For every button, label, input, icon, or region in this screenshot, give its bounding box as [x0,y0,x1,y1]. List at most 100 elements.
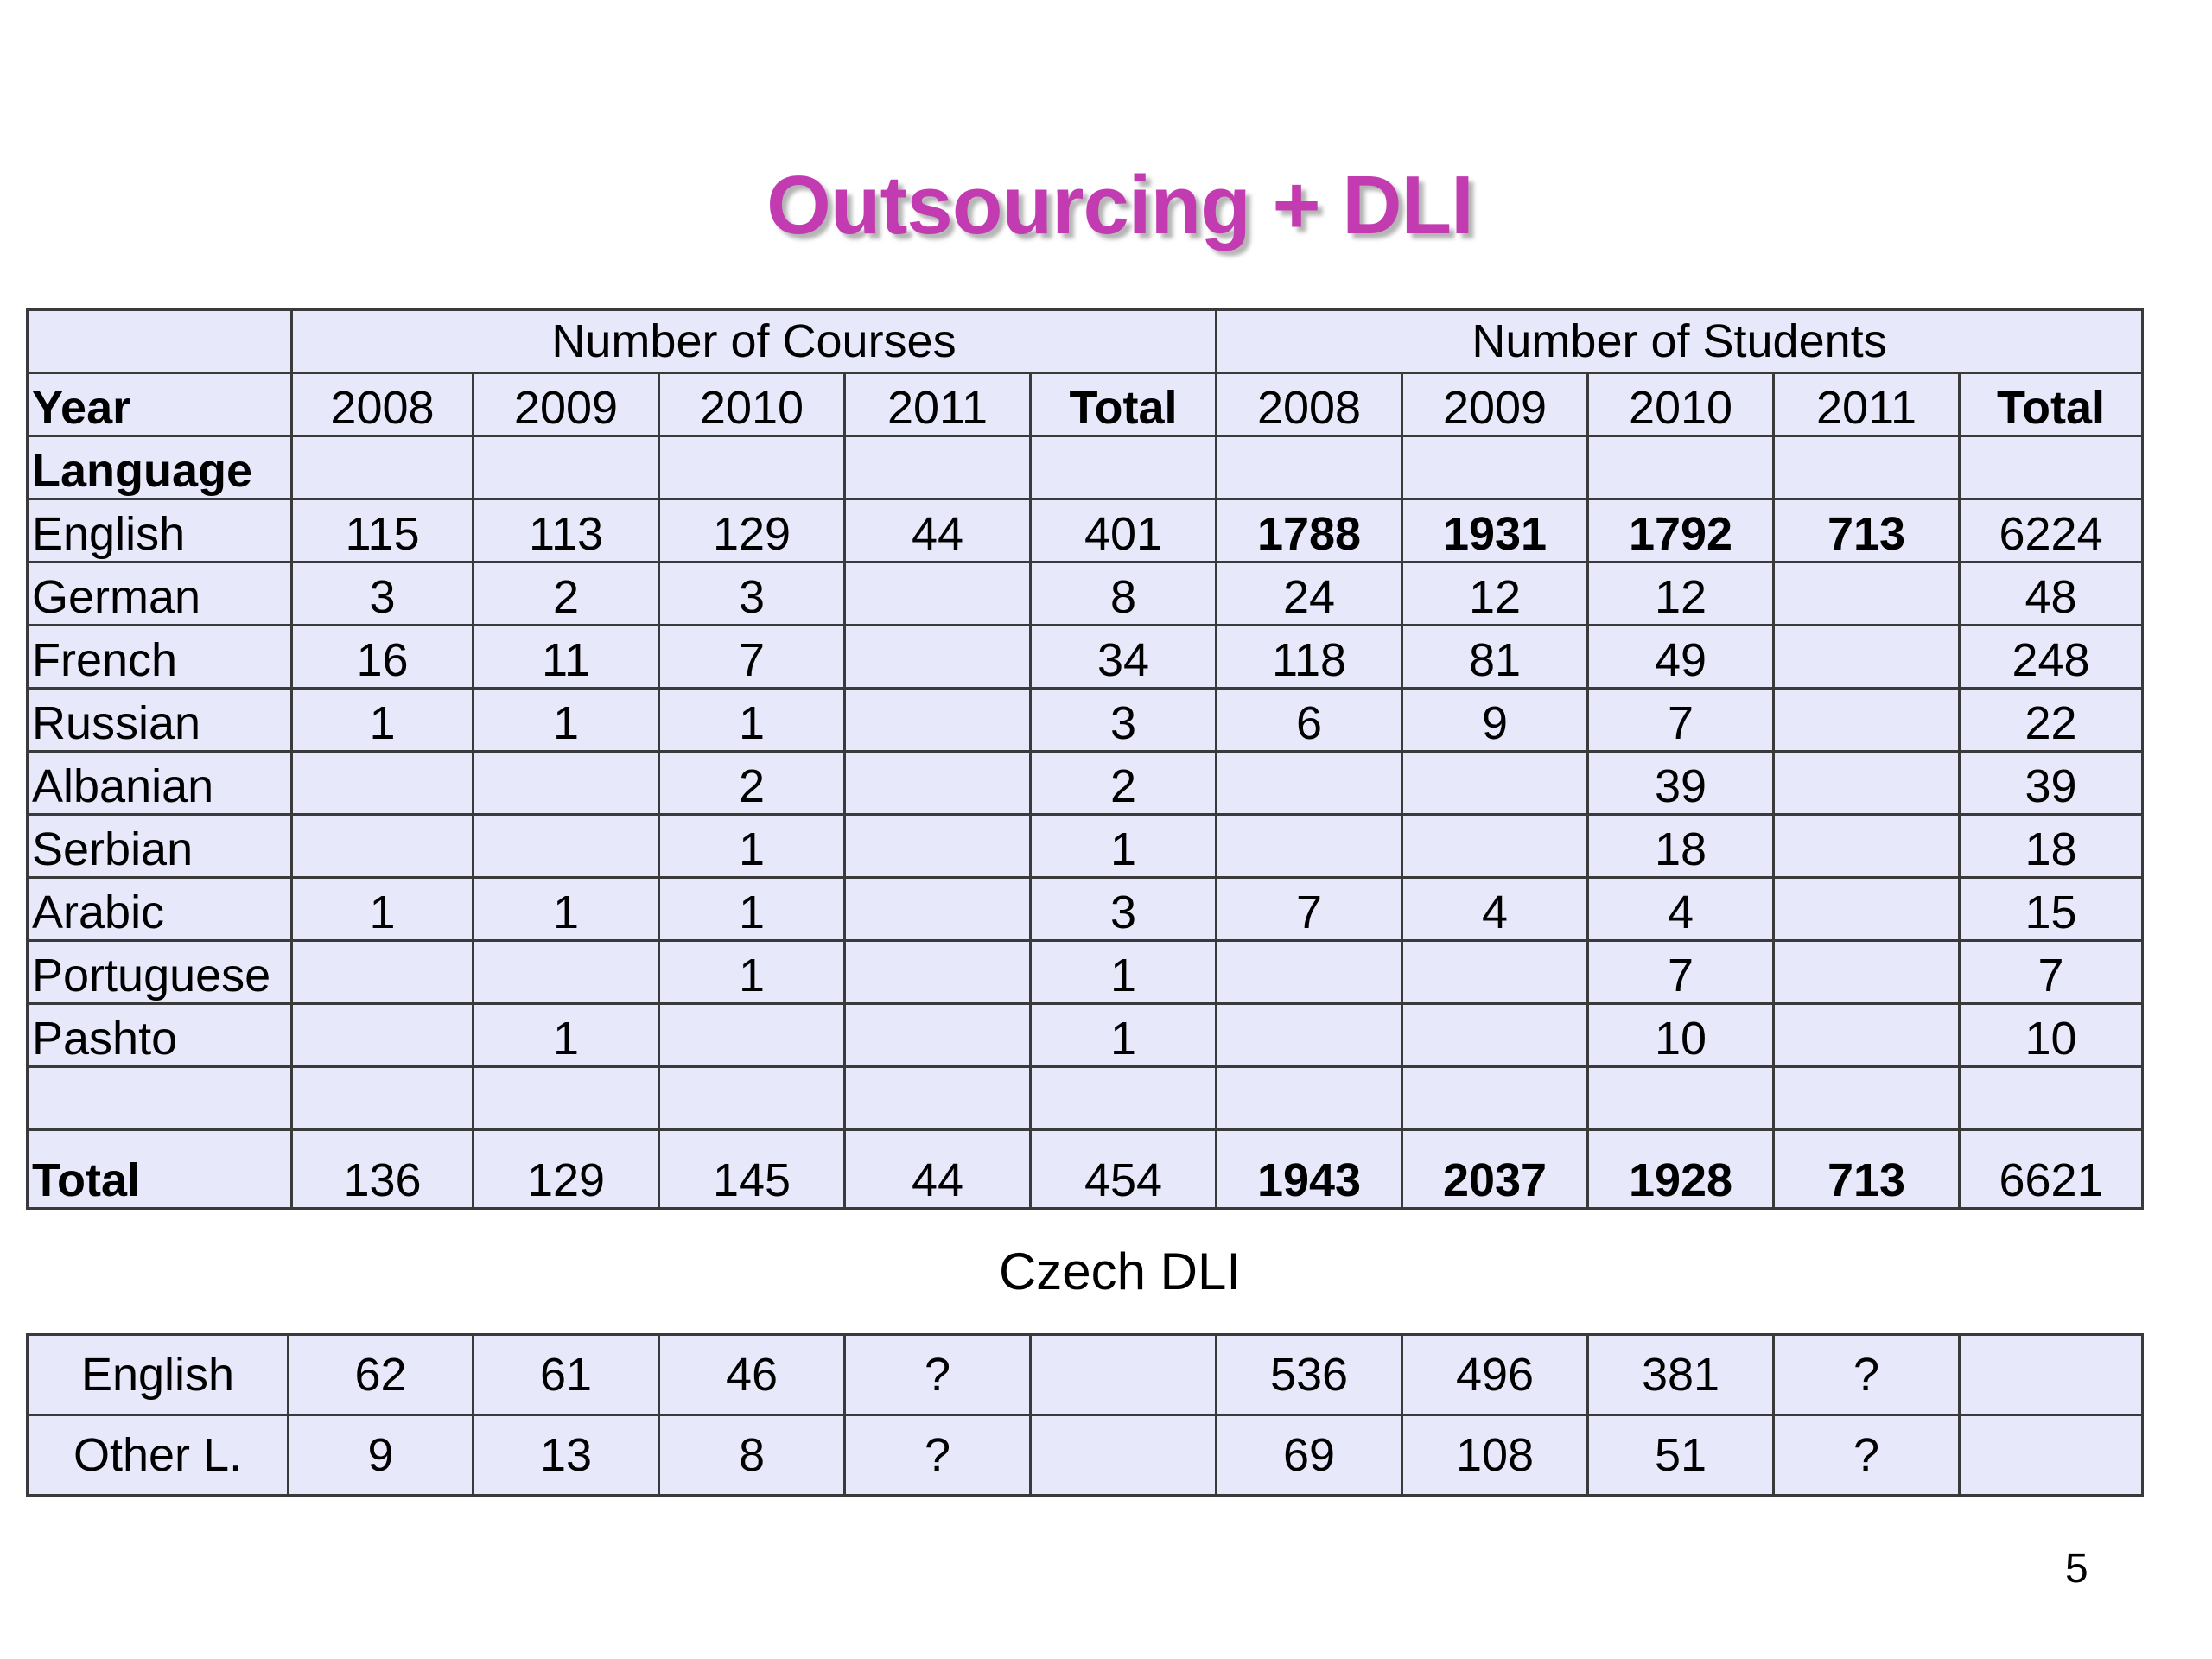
table-cell: 10 [1958,1002,2145,1068]
total-cell: 136 [290,1128,474,1210]
table-cell: 9 [1401,687,1590,753]
year-header-cell: 2011 [1772,372,1961,437]
table-cell: 6 [1215,687,1404,753]
table-cell: 18 [1586,813,1776,879]
courses-group-header: Number of Courses [289,308,1218,374]
table-cell [1772,561,1961,626]
empty-cell [1772,435,1961,500]
table-cell [472,939,660,1005]
empty-cell [658,435,846,500]
table-cell: 1 [290,687,474,753]
table-cell: 1 [1028,1002,1218,1068]
corner-cell [26,308,293,374]
group-header-row: Number of Courses Number of Students [26,308,2145,374]
table-row: Portuguese 1 1 7 7 [26,939,2145,1005]
czech-cell: 8 [658,1414,846,1497]
year-header-cell: Total [1028,372,1218,437]
czech-cell: 381 [1586,1333,1775,1416]
table-cell: 7 [1586,939,1776,1005]
year-header-cell: 2010 [658,372,846,437]
table-cell [843,813,1032,879]
czech-cell: 61 [472,1333,660,1416]
total-cell: 454 [1028,1128,1218,1210]
table-row: Russian 1 1 1 3 6 9 7 22 [26,687,2145,753]
table-cell: 3 [658,561,846,626]
year-header-cell: 2011 [843,372,1032,437]
table-cell: 401 [1028,498,1218,563]
table-cell [1215,813,1404,879]
czech-dli-table: English 62 61 46? 536 496 381? Other L. 9 13 8? 69 1… [26,1333,2144,1497]
table-cell [658,1002,846,1068]
table-cell: 2 [472,561,660,626]
row-label [26,1065,293,1131]
table-row [26,1065,2145,1131]
czech-cell: 69 [1215,1414,1403,1497]
empty-cell [1401,435,1590,500]
row-label: Albanian [26,750,293,816]
table-cell [1772,687,1961,753]
table-cell: 1 [658,813,846,879]
empty-cell [1215,435,1404,500]
table-cell: 1792 [1586,498,1776,563]
total-cell: 129 [472,1128,660,1210]
table-cell [843,1002,1032,1068]
czech-cell: ? [843,1414,1032,1497]
table-cell [472,1065,660,1131]
table-cell: 15 [1958,876,2145,942]
table-row: English 115 113 129 44 401 1788 1931 1792 713 6224 [26,498,2145,563]
empty-cell [1028,435,1218,500]
table-cell: 4 [1401,876,1590,942]
total-cell: 44 [843,1128,1032,1210]
czech-cell [1958,1414,2144,1497]
table-row: Pashto 1 1 10 10 [26,1002,2145,1068]
total-row: Total 136 129 145 44 454 1943 2037 1928 713 6621 [26,1128,2145,1210]
table-cell [1772,813,1961,879]
total-cell: 1943 [1215,1128,1404,1210]
table-cell: 7 [1215,876,1404,942]
table-cell: 3 [1028,876,1218,942]
row-label: German [26,561,293,626]
table-cell [1215,1002,1404,1068]
table-cell: 113 [472,498,660,563]
total-label: Total [26,1128,293,1210]
table-cell [1772,750,1961,816]
table-cell: 16 [290,624,474,690]
table-cell [1772,624,1961,690]
table-cell [290,1065,474,1131]
row-label: Portuguese [26,939,293,1005]
czech-row-label: English [26,1333,289,1416]
table-cell: 22 [1958,687,2145,753]
year-header-cell: 2010 [1586,372,1776,437]
czech-row-label: Other L. [26,1414,289,1497]
czech-cell [1958,1333,2144,1416]
year-header-cell: 2009 [1401,372,1590,437]
table-cell: 39 [1586,750,1776,816]
row-label: English [26,498,293,563]
table-cell: 118 [1215,624,1404,690]
total-cell: 145 [658,1128,846,1210]
page-number: 5 [2065,1546,2088,1592]
czech-cell: 13 [472,1414,660,1497]
table-cell: 1 [472,1002,660,1068]
table-cell [1586,1065,1776,1131]
table-cell [1401,750,1590,816]
table-cell: 49 [1586,624,1776,690]
table-cell: 24 [1215,561,1404,626]
year-header-cell: Total [1958,372,2145,437]
table-cell: 1788 [1215,498,1404,563]
czech-cell: 62 [287,1333,474,1416]
empty-cell [290,435,474,500]
table-cell [290,750,474,816]
table-cell [1772,876,1961,942]
language-label: Language [26,435,293,500]
year-header-cell: 2008 [290,372,474,437]
table-cell: 129 [658,498,846,563]
table-cell: 6224 [1958,498,2145,563]
table-cell [1958,1065,2145,1131]
table-cell: 12 [1401,561,1590,626]
main-table: Number of Courses Number of Students Yea… [26,308,2145,1210]
table-cell [843,750,1032,816]
table-cell [472,813,660,879]
table-cell: 81 [1401,624,1590,690]
year-label: Year [26,372,293,437]
